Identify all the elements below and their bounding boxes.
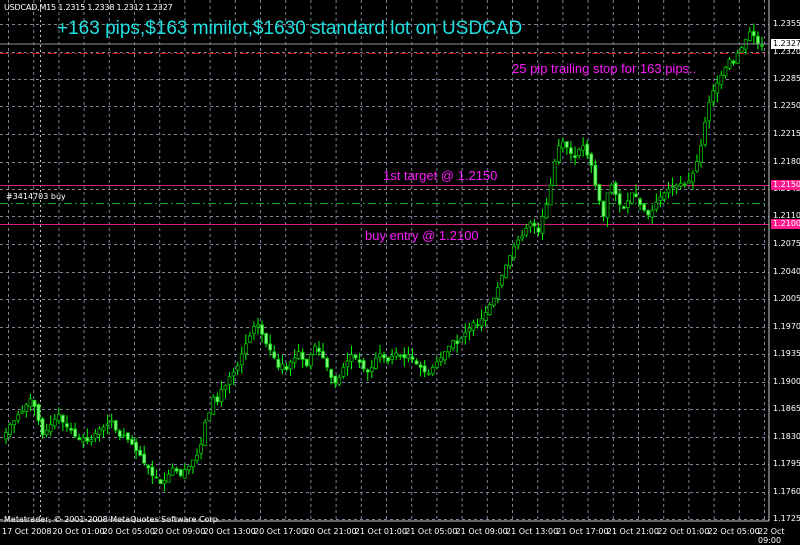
headline-annotation[interactable]: +163 pips,$163 minilot,$1630 standard lo… <box>57 18 523 39</box>
time-tick-label: 20 Oct 01:00 <box>52 527 105 536</box>
price-tick-label: 1.1795 <box>773 458 800 468</box>
buy-entry-annotation[interactable]: buy entry @ 1.2100 <box>365 228 479 243</box>
price-tick-label: 1.1865 <box>773 403 800 413</box>
symbol-info: USDCAD,M15 1.2315 1.2338 1.2312 1.2327 <box>4 3 173 12</box>
time-tick-label: 21 Oct 21:00 <box>606 527 659 536</box>
target-price-tag: 1.2150 <box>771 180 800 190</box>
price-tick-label: 1.2285 <box>773 73 800 83</box>
price-tick-label: 1.2075 <box>773 238 800 248</box>
copyright-notice: Metatrader, © 2001-2008 MetaQuotes Softw… <box>4 515 221 524</box>
price-tick-label: 1.1725 <box>773 513 800 523</box>
time-tick-label: 22 Oct 09:00 <box>758 527 785 545</box>
candlestick-series <box>4 23 764 492</box>
time-tick-label: 22 Oct 05:00 <box>707 527 760 536</box>
time-tick-label: 20 Oct 21:00 <box>304 527 357 536</box>
price-tick-label: 1.2215 <box>773 128 800 138</box>
bid-price-tag: 1.2327 <box>771 39 800 49</box>
time-tick-label: 20 Oct 17:00 <box>254 527 307 536</box>
time-tick-label: 21 Oct 05:00 <box>405 527 458 536</box>
price-tick-label: 1.2250 <box>773 100 800 110</box>
trailing-stop-annotation[interactable]: 25 pip trailing stop for 163 pips.. <box>512 61 697 76</box>
order-label[interactable]: #3414703 buy <box>6 192 66 201</box>
price-tick-label: 1.1830 <box>773 431 800 441</box>
price-tick-label: 1.2355 <box>773 18 800 28</box>
time-tick-label: 21 Oct 09:00 <box>455 527 508 536</box>
price-tick-label: 1.2005 <box>773 293 800 303</box>
price-tick-label: 1.2180 <box>773 156 800 166</box>
entry-price-tag: 1.2100 <box>771 219 800 229</box>
price-tick-label: 1.1935 <box>773 348 800 358</box>
price-tick-label: 1.1970 <box>773 321 800 331</box>
time-tick-label: 22 Oct 01:00 <box>657 527 710 536</box>
time-tick-label: 20 Oct 13:00 <box>203 527 256 536</box>
price-tick-label: 1.1900 <box>773 376 800 386</box>
price-tick-label: 1.1760 <box>773 486 800 496</box>
time-tick-label: 21 Oct 17:00 <box>556 527 609 536</box>
price-tick-label: 1.2110 <box>773 210 800 220</box>
time-tick-label: 20 Oct 09:00 <box>153 527 206 536</box>
time-tick-label: 20 Oct 05:00 <box>102 527 155 536</box>
time-tick-label: 21 Oct 01:00 <box>354 527 407 536</box>
time-tick-label: 17 Oct 2008 <box>2 527 52 536</box>
price-tick-label: 1.2040 <box>773 266 800 276</box>
chart-grid <box>0 0 769 521</box>
time-tick-label: 21 Oct 13:00 <box>506 527 559 536</box>
price-tick-label: 1.2320 <box>773 46 800 56</box>
first-target-annotation[interactable]: 1st target @ 1.2150 <box>383 168 498 183</box>
